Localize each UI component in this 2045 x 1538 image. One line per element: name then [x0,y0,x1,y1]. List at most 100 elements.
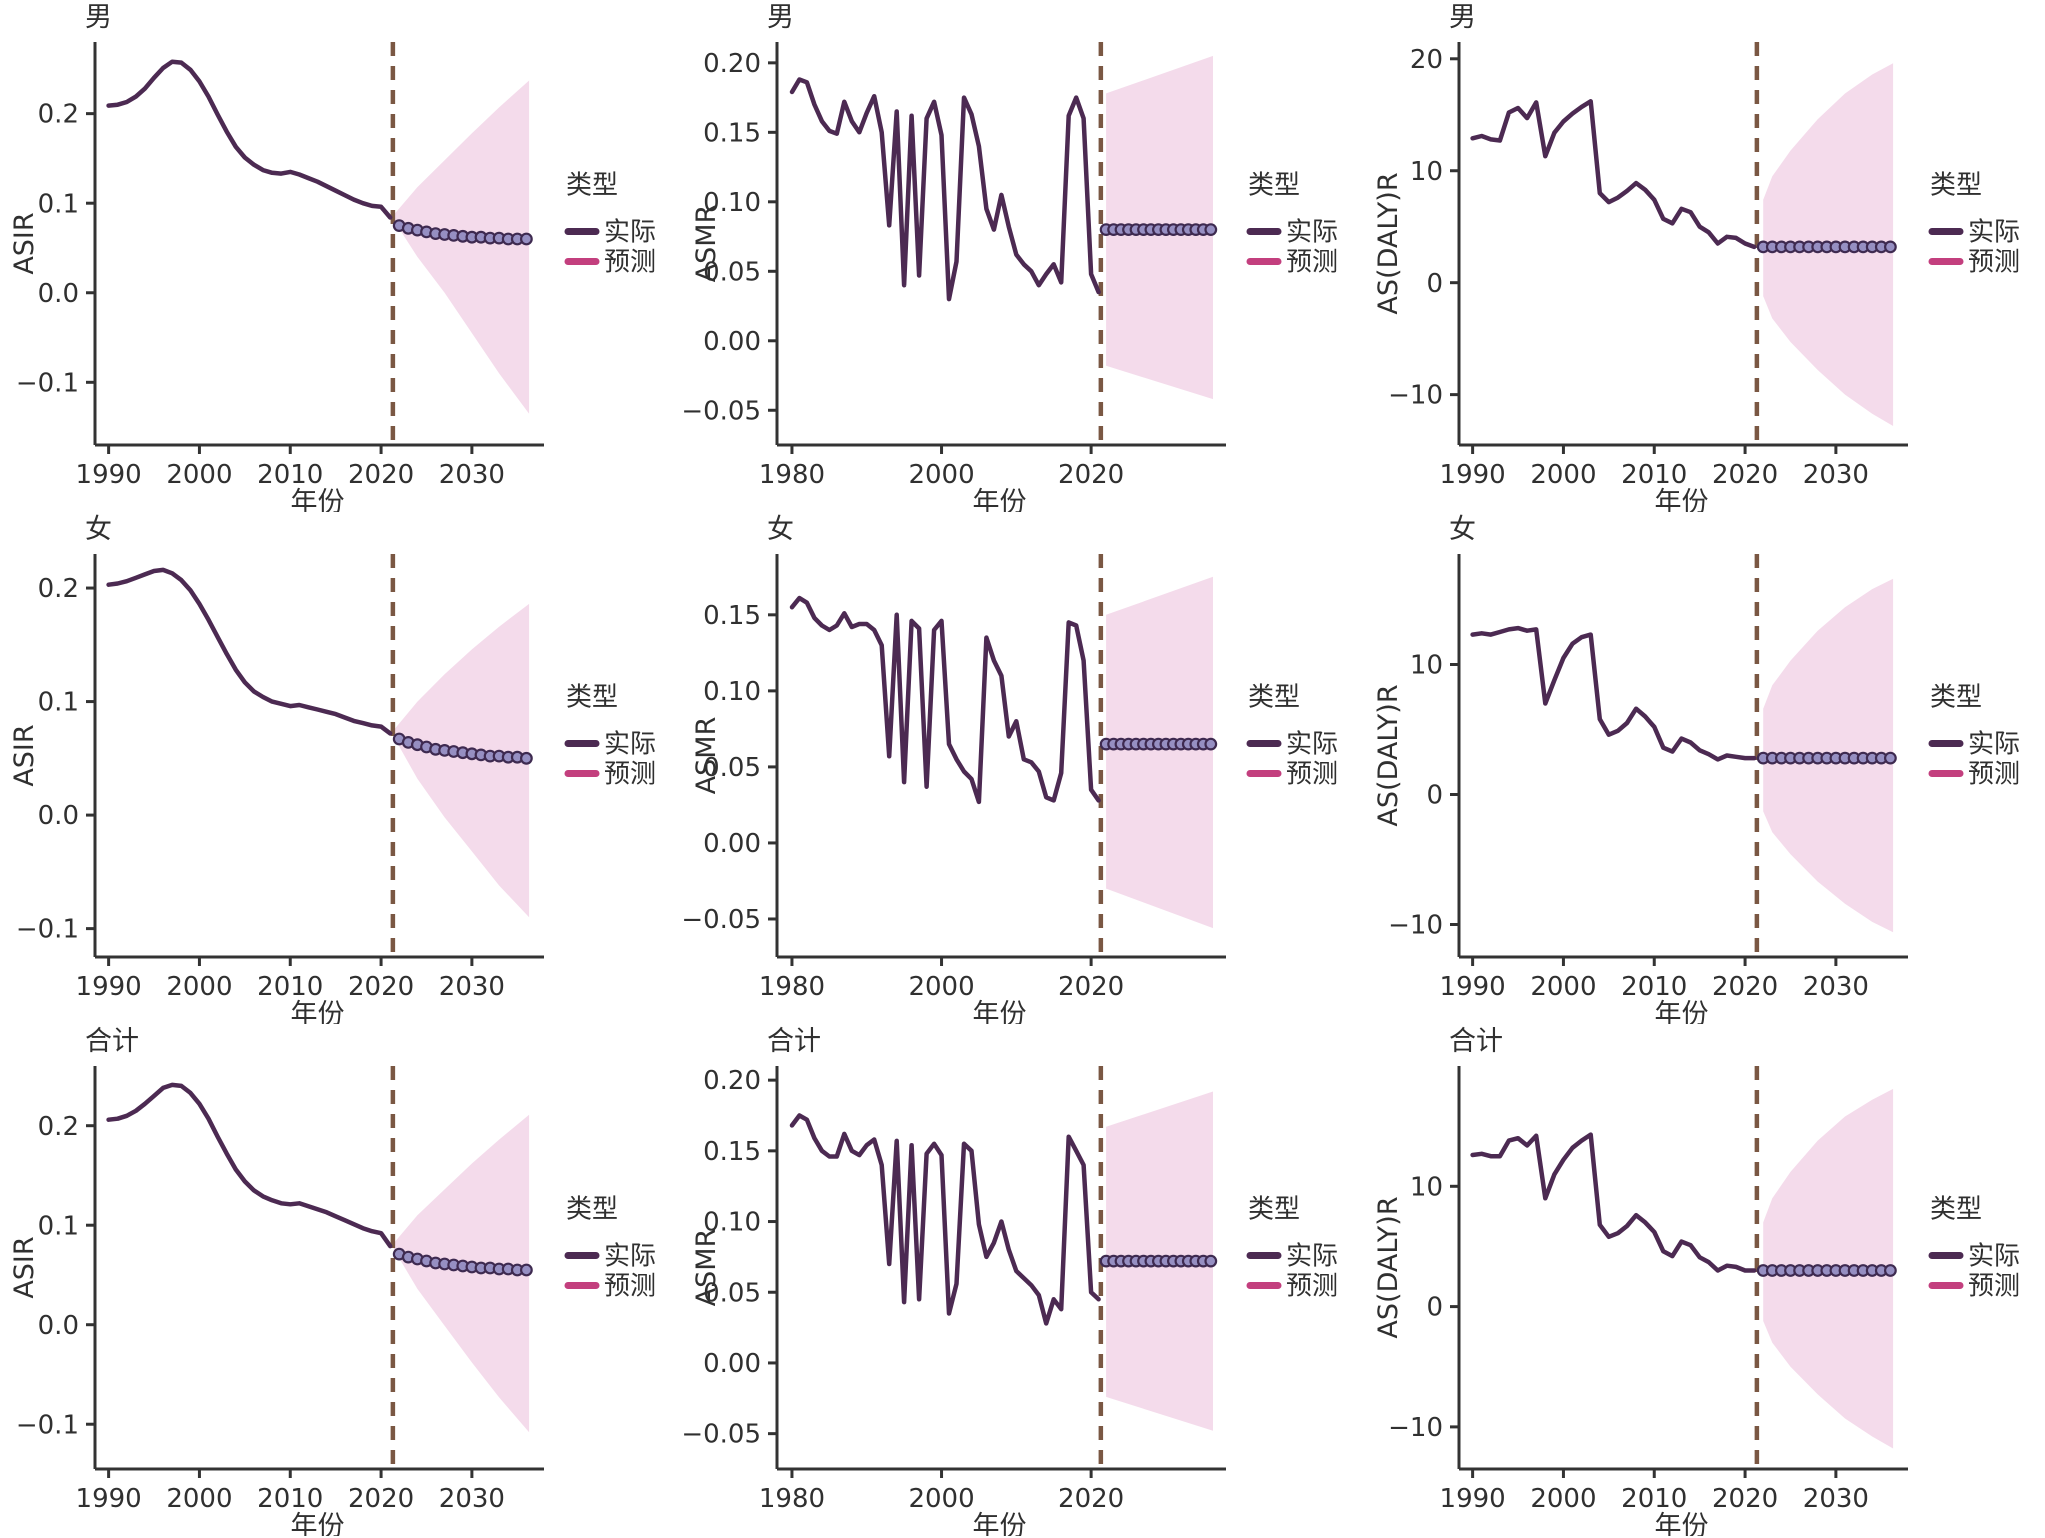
y-tick-label: −0.1 [16,368,79,398]
forecast-ci-band [393,603,530,918]
actual-series-line [1470,625,1757,762]
y-tick-label: 0 [1426,781,1443,811]
y-tick-label: −0.05 [682,396,761,426]
y-tick-label: 10 [1410,1172,1443,1202]
y-tick-label: 0 [1426,1293,1443,1323]
panel-title: 合计 [85,1026,139,1057]
y-tick-label: 10 [1410,651,1443,681]
chart-panel-dalyr-male: 20 10 0 −10 1990 2000 2010 2020 2030 AS(DALY)R 年份男… [1364,0,2045,512]
x-axis-title: 年份 [1655,999,1709,1024]
forecast-dot-markers [392,1247,533,1277]
legend-item-label: 实际 [1286,218,1338,248]
y-tick-label: −10 [1388,1413,1443,1443]
x-tick-label: 2000 [166,1484,232,1514]
x-tick-label: 2000 [1530,972,1596,1002]
y-tick-label: 20 [1410,45,1443,75]
panel-title: 女 [767,514,794,545]
y-tick-label: 0.15 [703,601,761,631]
y-tick-label: 0.20 [703,49,761,79]
chart-panel-asmr-female: 0.15 0.10 0.05 0.00 −0.05 1980 2000 2020 ASMR 年份 女… [682,512,1364,1024]
x-axis-title: 年份 [973,487,1027,512]
y-tick-label: −0.1 [16,1410,79,1440]
legend-item-label: 实际 [1968,730,2020,760]
actual-series-line [106,59,393,220]
x-tick-label: 2000 [1530,1484,1596,1514]
x-tick-label: 2000 [908,972,974,1002]
x-axis-title: 年份 [1655,1511,1709,1536]
x-tick-label: 2030 [439,1484,505,1514]
y-axis-title: AS(DALY)R [1373,172,1404,314]
panel-title: 女 [1449,514,1476,545]
legend-item-label: 预测 [1286,760,1338,790]
x-tick-label: 2020 [1058,972,1124,1002]
actual-series-line [789,77,1101,302]
x-tick-label: 2000 [1530,460,1596,490]
legend-title: 类型 [1248,171,1300,201]
x-tick-label: 2010 [1621,972,1687,1002]
x-tick-label: 2010 [257,460,323,490]
x-tick-label: 1990 [76,460,142,490]
x-tick-label: 2000 [166,460,232,490]
legend-item-label: 实际 [1286,1242,1338,1272]
forecast-dot-markers [1756,751,1897,765]
y-tick-label: 0.10 [703,1208,761,1238]
y-tick-label: 0.0 [38,1311,79,1341]
y-axis-title: ASIR [9,1236,40,1298]
x-tick-label: 2020 [1712,460,1778,490]
x-tick-label: 1980 [759,460,825,490]
y-tick-label: −0.1 [16,915,79,945]
chart-panel-asmr-total: 0.20 0.15 0.10 0.05 0.00 −0.05 1980 2000 2020 ASM… [682,1024,1364,1536]
panel-title: 男 [85,2,112,33]
y-tick-label: 0.05 [703,1278,761,1308]
y-tick-label: 0.2 [38,1112,79,1142]
y-tick-label: 0.0 [38,801,79,831]
forecast-dot [1884,1264,1897,1277]
forecast-ci-band [1106,576,1213,929]
y-axis-title: AS(DALY)R [1373,684,1404,826]
y-tick-label: 0.00 [703,327,761,357]
legend-title: 类型 [566,171,618,201]
legend-item-label: 预测 [604,1272,656,1302]
forecast-dot-markers [1099,737,1218,751]
y-axis-title: ASMR [691,205,722,283]
legend-item-label: 预测 [1968,760,2020,790]
legend-item-label: 实际 [1286,730,1338,760]
forecast-dot [1884,751,1897,765]
y-tick-label: −0.05 [682,1420,761,1450]
x-tick-label: 2010 [1621,1484,1687,1514]
legend-item-label: 实际 [1968,1242,2020,1272]
x-tick-label: 2000 [166,972,232,1002]
actual-series-line [106,567,393,736]
y-tick-label: 0.2 [38,100,79,130]
chart-panel-asir-total: 0.2 0.1 0.0 −0.1 1990 2000 2010 2020 2030 ASIR 年份 合… [0,1024,682,1536]
legend-item-label: 实际 [604,1242,656,1272]
legend-item-label: 实际 [1968,218,2020,248]
legend-item-label: 预测 [604,248,656,278]
y-tick-label: 0.1 [38,1211,79,1241]
forecast-dot [520,1263,533,1277]
y-tick-label: 0.15 [703,118,761,148]
x-tick-label: 1990 [1440,460,1506,490]
forecast-dot [1884,240,1897,254]
y-tick-label: 0.1 [38,688,79,718]
y-tick-label: −0.05 [682,905,761,935]
forecast-dot [520,751,533,765]
legend-title: 类型 [1930,683,1982,713]
legend-item-label: 实际 [604,730,656,760]
legend-item-label: 预测 [1968,248,2020,278]
x-axis-title: 年份 [973,999,1027,1024]
x-tick-label: 2000 [908,460,974,490]
y-tick-label: 0.05 [703,257,761,287]
legend-title: 类型 [566,683,618,713]
x-axis-title: 年份 [291,999,345,1024]
x-tick-label: 1980 [759,972,825,1002]
x-tick-label: 2020 [348,972,414,1002]
y-axis-title: ASMR [691,717,722,795]
x-tick-label: 2020 [348,1484,414,1514]
legend-item-label: 实际 [604,218,656,248]
